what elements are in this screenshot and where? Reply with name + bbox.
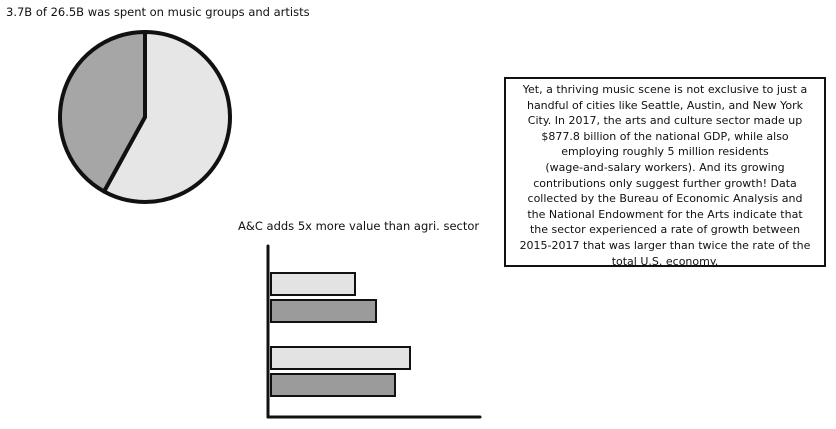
bar-chart [266, 244, 482, 419]
text-line: contributions only suggest further growt… [533, 176, 797, 190]
pie-slice-2 [57, 30, 147, 194]
bar-group1-series1 [270, 272, 356, 296]
text-line: the sector experienced a rate of growth … [529, 223, 801, 237]
pie-slice-1 [102, 30, 232, 204]
text-line: employing roughly 5 million residents [561, 145, 769, 159]
text-line: collected by the Bureau of Economic Anal… [527, 192, 803, 206]
text-line: Yet, a thriving music scene is not exclu… [522, 83, 808, 96]
text-box: Yet, a thriving music scene is not exclu… [504, 77, 826, 267]
text-line: $877.8 billion of the national GDP, whil… [541, 129, 789, 143]
text-line: 2015-2017 that was larger than twice the… [519, 238, 811, 252]
text-line: City. In 2017, the arts and culture sect… [527, 114, 803, 128]
text-line: (wage-and-salary workers). And its growi… [545, 160, 785, 174]
bar-chart-title: A&C adds 5x more value than agri. sector [238, 219, 480, 233]
text-line: the National Endowment for the Arts indi… [527, 207, 803, 221]
pie-chart [57, 30, 232, 204]
text-line: total U.S. economy. [611, 254, 719, 267]
bar-group2-series2 [270, 373, 396, 397]
bar-group2-series1 [270, 346, 411, 370]
bar-group1-series2 [270, 299, 377, 323]
text-line: handful of cities like Seattle, Austin, … [526, 98, 804, 112]
pie-chart-title: 3.7B of 26.5B was spent on music groups … [6, 5, 310, 19]
